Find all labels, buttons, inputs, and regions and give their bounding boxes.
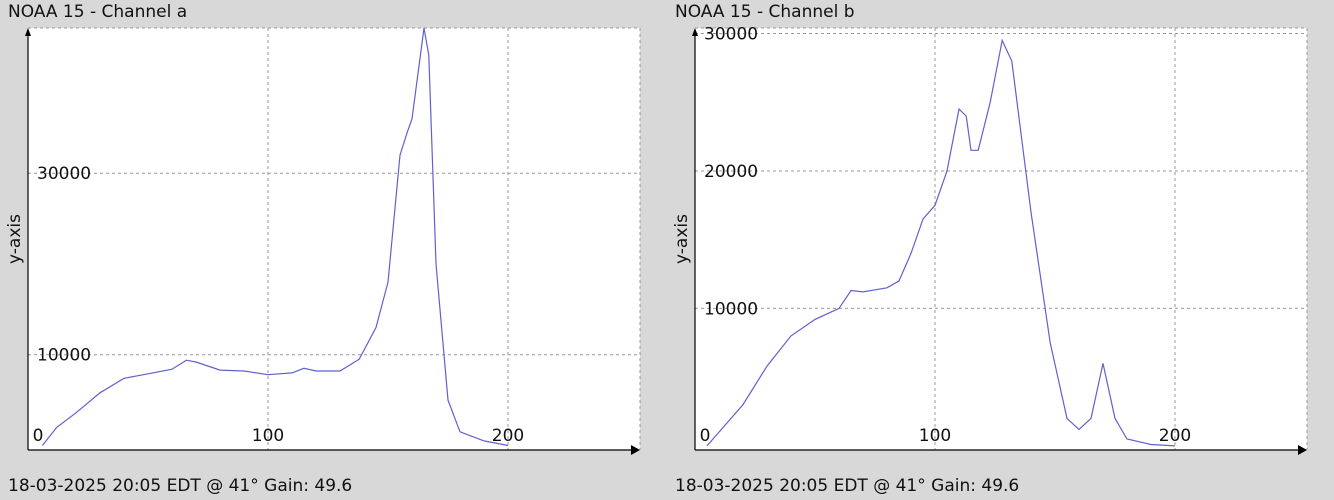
x-axis-arrow-icon [1298,445,1307,455]
chart-plot-channel-b: 0 100 200 10000 20000 30000 y-axis [672,24,1308,455]
y-tick-label: 20000 [704,162,758,182]
y-tick-label: 10000 [37,346,91,366]
y-axis-label: y-axis [5,214,25,264]
chart-title: NOAA 15 - Channel b [675,2,855,22]
series-line [41,27,509,447]
chart-title: NOAA 15 - Channel a [8,2,188,22]
chart-panel-channel-a: NOAA 15 - Channel a 0 100 200 10000 30000 y-a… [5,2,641,496]
x-tick-label: 100 [252,426,284,446]
x-tick-label: 200 [1159,426,1191,446]
y-axis-label: y-axis [672,214,692,264]
chart-panel-channel-b: NOAA 15 - Channel b 0 100 200 10000 20000 300… [667,0,1334,500]
series-line [706,38,1176,447]
chart-plot-channel-a: 0 100 200 10000 30000 y-axis [5,27,641,455]
x-tick-label: 200 [492,426,524,446]
x-tick-label: 0 [700,426,711,446]
x-axis-arrow-icon [631,445,640,455]
y-tick-label: 30000 [704,24,758,44]
chart-footer-status: 18-03-2025 20:05 EDT @ 41° Gain: 49.6 [675,476,1020,496]
x-tick-label: 0 [33,426,44,446]
x-tick-label: 100 [919,426,951,446]
y-axis-arrow-icon [692,28,698,36]
y-axis-arrow-icon [25,28,31,36]
chart-footer-status: 18-03-2025 20:05 EDT @ 41° Gain: 49.6 [8,476,353,496]
plot-area [28,28,640,450]
plot-area [695,28,1307,450]
y-tick-label: 10000 [704,299,758,319]
y-tick-label: 30000 [37,164,91,184]
